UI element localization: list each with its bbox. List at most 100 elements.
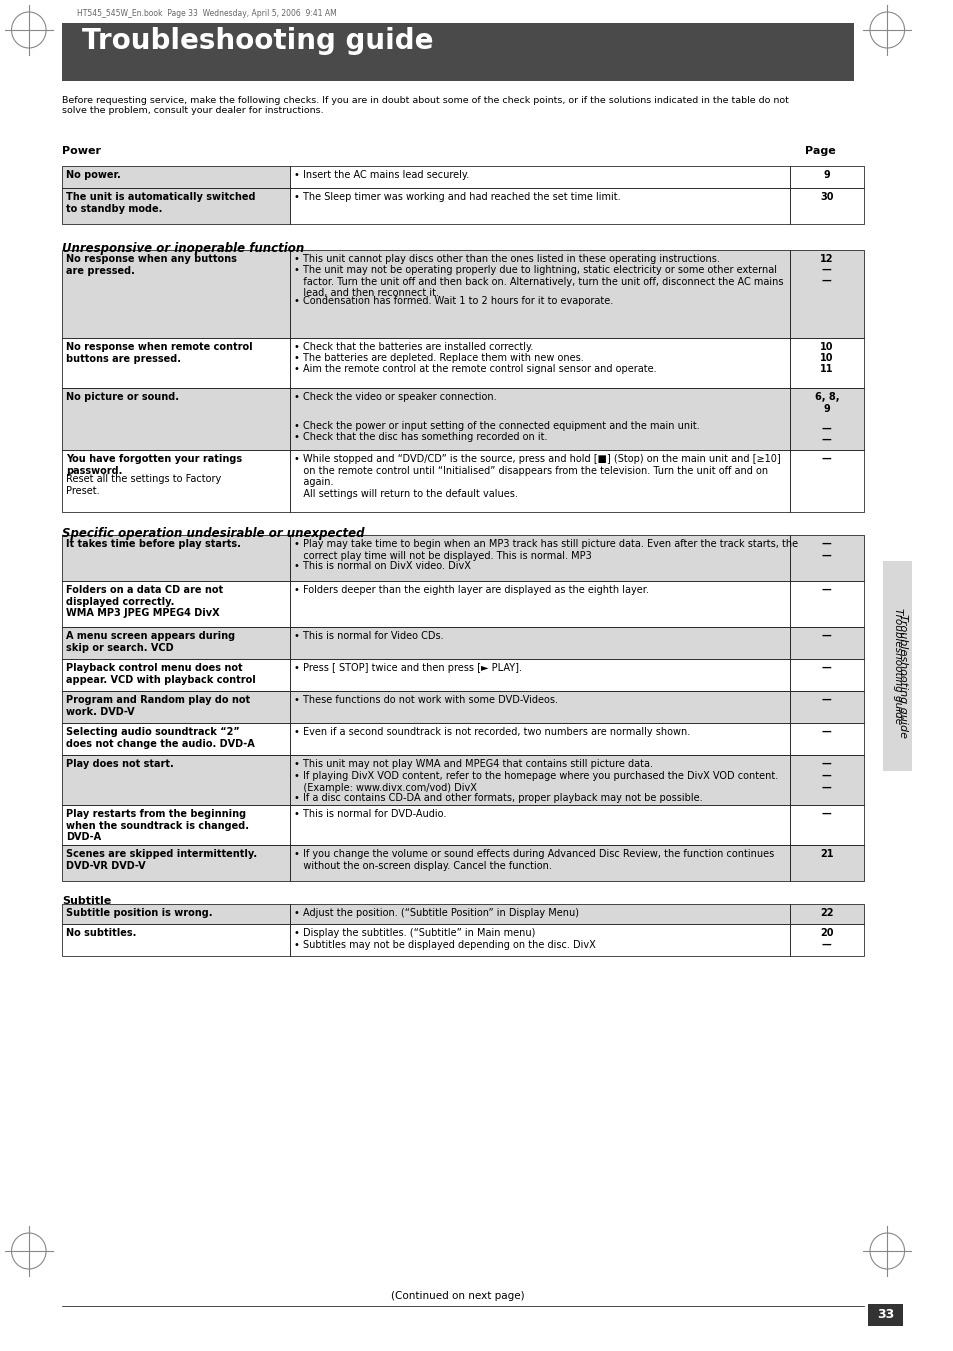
Text: 22: 22 [820, 908, 833, 917]
Text: No response when remote control
buttons are pressed.: No response when remote control buttons … [66, 342, 253, 363]
Text: You have forgotten your ratings
password.: You have forgotten your ratings password… [66, 454, 242, 476]
Text: 12: 12 [820, 254, 833, 263]
Bar [867, 1304, 902, 1325]
Bar [62, 627, 290, 659]
Text: It takes time before play starts.: It takes time before play starts. [66, 539, 241, 549]
Text: —: — [821, 424, 831, 434]
Bar [789, 690, 863, 723]
Text: —: — [821, 265, 831, 276]
Text: • These functions do not work with some DVD-Videos.: • These functions do not work with some … [294, 694, 558, 705]
Text: • Folders deeper than the eighth layer are displayed as the eighth layer.: • Folders deeper than the eighth layer a… [294, 585, 648, 594]
Text: —: — [821, 435, 831, 444]
Bar [789, 535, 863, 581]
Bar [62, 23, 853, 81]
Text: —: — [821, 454, 831, 463]
Bar [290, 924, 789, 957]
Bar [789, 904, 863, 924]
Text: —: — [821, 784, 831, 793]
Text: 10: 10 [820, 353, 833, 363]
Text: • If you change the volume or sound effects during Advanced Disc Review, the fun: • If you change the volume or sound effe… [294, 848, 773, 870]
Bar [789, 627, 863, 659]
Text: • Aim the remote control at the remote control signal sensor and operate.: • Aim the remote control at the remote c… [294, 363, 656, 374]
Text: • This is normal for DVD-Audio.: • This is normal for DVD-Audio. [294, 809, 446, 819]
Bar [62, 388, 290, 450]
Text: Specific operation undesirable or unexpected: Specific operation undesirable or unexpe… [62, 527, 365, 540]
Bar [789, 581, 863, 627]
Text: Play does not start.: Play does not start. [66, 759, 173, 769]
Bar [789, 450, 863, 512]
Text: 21: 21 [820, 848, 833, 859]
Bar [290, 388, 789, 450]
Text: —: — [821, 585, 831, 594]
Bar [62, 338, 290, 388]
Bar [290, 250, 789, 338]
Text: • Display the subtitles. (“Subtitle” in Main menu): • Display the subtitles. (“Subtitle” in … [294, 928, 535, 938]
Text: No picture or sound.: No picture or sound. [66, 392, 179, 403]
Bar [290, 166, 789, 188]
Text: The unit is automatically switched
to standby mode.: The unit is automatically switched to st… [66, 192, 255, 213]
Text: Page: Page [803, 146, 835, 155]
Text: Playback control menu does not
appear. VCD with playback control: Playback control menu does not appear. V… [66, 663, 255, 685]
Bar [62, 535, 290, 581]
Text: • The Sleep timer was working and had reached the set time limit.: • The Sleep timer was working and had re… [294, 192, 619, 203]
Text: • Check the video or speaker connection.: • Check the video or speaker connection. [294, 392, 496, 413]
Bar [62, 581, 290, 627]
Text: Power: Power [62, 146, 101, 155]
Bar [290, 723, 789, 755]
Bar [62, 690, 290, 723]
Bar [789, 166, 863, 188]
Bar [789, 338, 863, 388]
Text: • Insert the AC mains lead securely.: • Insert the AC mains lead securely. [294, 170, 469, 180]
Text: • The unit may not be operating properly due to lightning, static electricity or: • The unit may not be operating properly… [294, 265, 782, 299]
Bar [789, 924, 863, 957]
Bar [789, 388, 863, 450]
Text: A menu screen appears during
skip or search. VCD: A menu screen appears during skip or sea… [66, 631, 235, 653]
Bar [290, 450, 789, 512]
Text: Subtitle position is wrong.: Subtitle position is wrong. [66, 908, 213, 917]
Text: —: — [821, 759, 831, 769]
Text: Troubleshooting guide: Troubleshooting guide [82, 27, 433, 55]
Bar [789, 250, 863, 338]
Text: (Continued on next page): (Continued on next page) [391, 1292, 524, 1301]
Text: HT545_545W_En.book  Page 33  Wednesday, April 5, 2006  9:41 AM: HT545_545W_En.book Page 33 Wednesday, Ap… [77, 9, 336, 18]
Text: Play restarts from the beginning
when the soundtrack is changed.
DVD-A: Play restarts from the beginning when th… [66, 809, 249, 842]
Bar [62, 755, 290, 805]
Text: • Play may take time to begin when an MP3 track has still picture data. Even aft: • Play may take time to begin when an MP… [294, 539, 797, 561]
Bar [62, 844, 290, 881]
Bar [290, 844, 789, 881]
Bar [62, 723, 290, 755]
Bar [62, 659, 290, 690]
Text: 9: 9 [822, 170, 829, 180]
Bar [882, 561, 911, 771]
Text: Troubleshooting guide: Troubleshooting guide [892, 608, 902, 724]
Text: 11: 11 [820, 363, 833, 374]
Text: • Even if a second soundtrack is not recorded, two numbers are normally shown.: • Even if a second soundtrack is not rec… [294, 727, 689, 738]
Bar [290, 904, 789, 924]
Bar [789, 659, 863, 690]
Bar [290, 338, 789, 388]
Bar [290, 535, 789, 581]
Text: No response when any buttons
are pressed.: No response when any buttons are pressed… [66, 254, 237, 276]
Text: —: — [821, 727, 831, 738]
Text: Troubleshooting guide: Troubleshooting guide [897, 613, 906, 738]
Text: —: — [821, 551, 831, 561]
Bar [62, 166, 290, 188]
Bar [290, 690, 789, 723]
Text: No power.: No power. [66, 170, 121, 180]
Bar [290, 659, 789, 690]
Bar [789, 188, 863, 224]
Text: —: — [821, 663, 831, 673]
Text: Before requesting service, make the following checks. If you are in doubt about : Before requesting service, make the foll… [62, 96, 788, 115]
Bar [789, 723, 863, 755]
Text: Unresponsive or inoperable function: Unresponsive or inoperable function [62, 242, 304, 255]
Text: • Press [ STOP] twice and then press [► PLAY].: • Press [ STOP] twice and then press [► … [294, 663, 521, 673]
Bar [290, 805, 789, 844]
Text: • This is normal on DivX video. DivX: • This is normal on DivX video. DivX [294, 561, 470, 571]
Text: No subtitles.: No subtitles. [66, 928, 136, 938]
Bar [290, 755, 789, 805]
Text: —: — [821, 771, 831, 781]
Bar [290, 188, 789, 224]
Text: • Check that the disc has something recorded on it.: • Check that the disc has something reco… [294, 432, 547, 442]
Bar [62, 450, 290, 512]
Bar [62, 904, 290, 924]
